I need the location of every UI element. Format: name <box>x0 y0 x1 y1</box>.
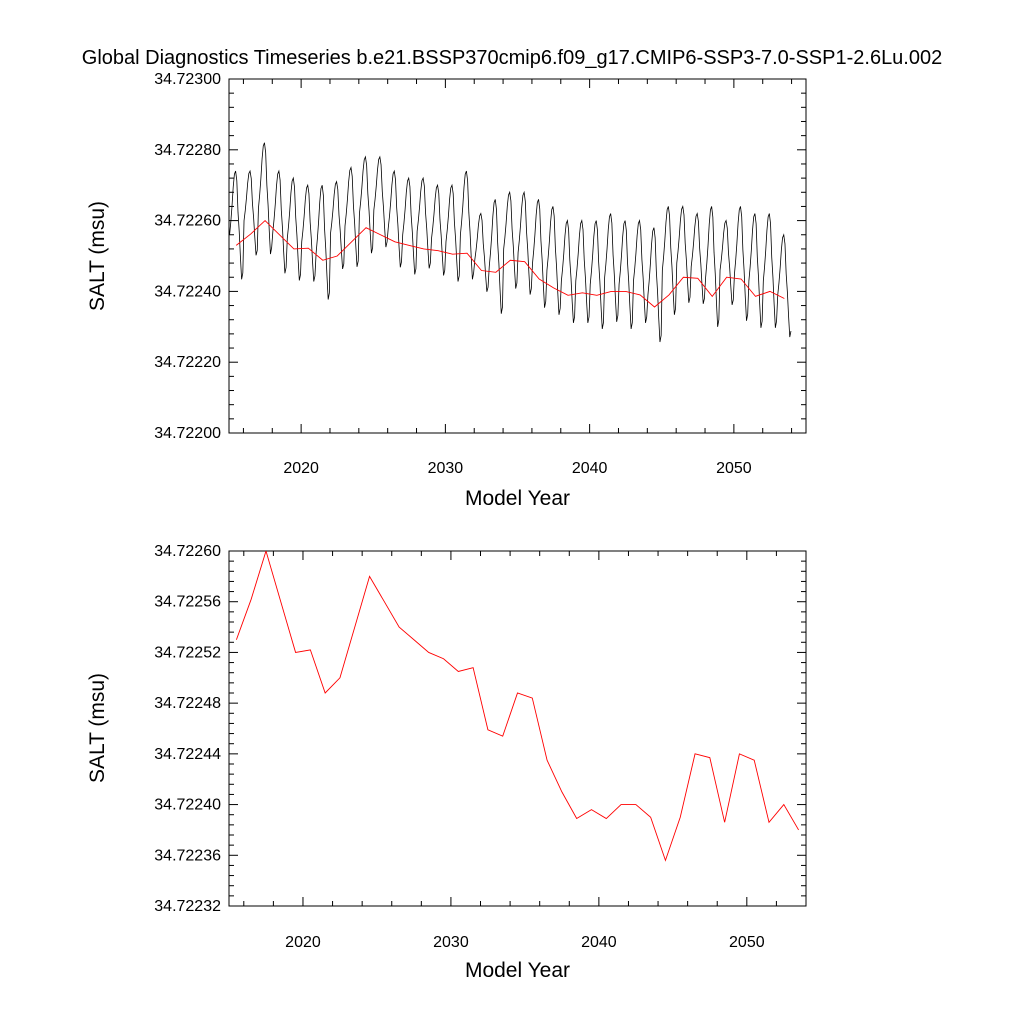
plot-frame-1 <box>228 78 807 434</box>
x-tick-label: 2030 <box>433 934 469 951</box>
x-tick-label: 2040 <box>581 934 617 951</box>
chart-title: Global Diagnostics Timeseries b.e21.BSSP… <box>82 47 942 69</box>
x-tick-label: 2050 <box>729 934 765 951</box>
y-tick-label: 34.72220 <box>154 354 221 371</box>
y-axis-title: SALT (msu) <box>86 673 109 783</box>
x-axis-title: Model Year <box>465 959 570 982</box>
monthly-series-line-1 <box>229 142 792 343</box>
x-tick-label: 2040 <box>572 460 608 477</box>
y-tick-label: 34.72260 <box>154 213 221 230</box>
annual-mean-line-1 <box>235 219 785 308</box>
y-tick-label: 34.72256 <box>154 594 221 611</box>
y-tick-label: 34.72300 <box>154 71 221 88</box>
annual-mean-line-2 <box>235 551 799 862</box>
plot-frame-2 <box>228 550 807 907</box>
x-tick-label: 2030 <box>428 460 464 477</box>
y-tick-label: 34.72248 <box>154 695 221 712</box>
y-tick-label: 34.72252 <box>154 644 221 661</box>
y-tick-label: 34.72280 <box>154 142 221 159</box>
x-tick-label: 2020 <box>283 460 319 477</box>
y-tick-label: 34.72240 <box>154 797 221 814</box>
y-tick-label: 34.72200 <box>154 425 221 442</box>
y-tick-label: 34.72232 <box>154 898 221 915</box>
x-tick-label: 2020 <box>285 934 321 951</box>
y-tick-label: 34.72240 <box>154 283 221 300</box>
x-tick-label: 2050 <box>716 460 752 477</box>
x-axis-title: Model Year <box>465 487 570 510</box>
y-tick-label: 34.72236 <box>154 847 221 864</box>
y-tick-label: 34.72244 <box>154 746 221 763</box>
y-axis-title: SALT (msu) <box>86 201 109 311</box>
y-tick-label: 34.72260 <box>154 543 221 560</box>
